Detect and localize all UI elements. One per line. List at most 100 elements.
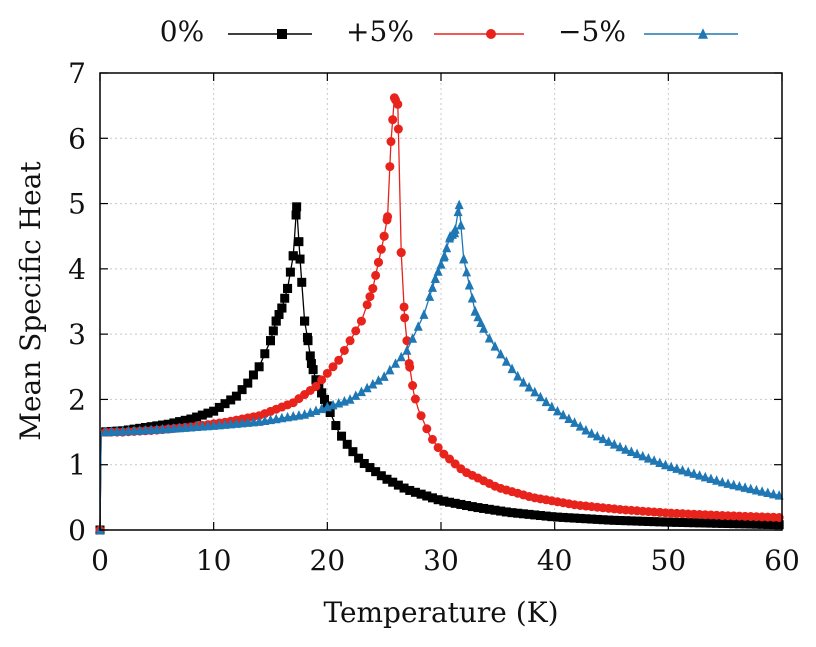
data-point (274, 310, 284, 320)
data-point (706, 473, 716, 484)
data-point (712, 518, 722, 528)
data-point (383, 212, 393, 222)
data-point (615, 441, 625, 452)
data-point (660, 517, 670, 527)
data-point (209, 406, 219, 416)
data-point (292, 202, 302, 212)
data-point (322, 368, 332, 378)
data-point (700, 518, 710, 528)
data-point (490, 505, 500, 515)
data-point (305, 351, 315, 361)
data-point (373, 375, 383, 385)
data-point (400, 313, 410, 323)
data-point (345, 394, 355, 404)
data-point (260, 349, 270, 359)
data-point (410, 487, 420, 497)
data-point (678, 517, 688, 527)
data-point (496, 506, 506, 516)
data-point (175, 417, 185, 427)
data-point (479, 503, 489, 513)
data-point (587, 428, 597, 438)
data-point (660, 459, 670, 470)
data-point (391, 358, 401, 368)
data-point (626, 446, 636, 456)
data-point (454, 199, 464, 210)
data-point (592, 430, 602, 441)
data-point (442, 242, 452, 253)
data-point (425, 291, 435, 301)
data-point (422, 491, 432, 501)
y-tick-label: 1 (68, 449, 86, 482)
data-point (553, 512, 563, 522)
data-point (464, 279, 474, 290)
data-point (638, 516, 648, 526)
data-point (479, 323, 489, 333)
data-point (317, 375, 327, 385)
data-point (410, 394, 420, 404)
data-point (473, 503, 483, 513)
data-point (558, 512, 568, 522)
data-point (422, 424, 432, 434)
data-point (226, 395, 236, 405)
data-point (393, 480, 403, 490)
legend-marker (486, 29, 496, 39)
data-point (459, 253, 469, 264)
data-point (558, 409, 568, 420)
data-point (518, 377, 528, 387)
data-point (734, 480, 744, 491)
data-point (365, 463, 375, 473)
data-point (723, 519, 733, 529)
series-plus5 (95, 93, 784, 535)
data-point (427, 493, 437, 503)
data-point (462, 266, 472, 277)
data-point (484, 332, 494, 343)
data-point (430, 273, 440, 283)
data-point (362, 382, 372, 393)
data-point (649, 517, 659, 527)
data-point (271, 316, 281, 326)
x-tick-label: 50 (651, 544, 687, 577)
data-point (237, 385, 247, 395)
data-point (655, 517, 665, 527)
data-point (351, 390, 361, 400)
data-point (382, 474, 392, 484)
data-point (385, 162, 395, 172)
data-point (359, 458, 369, 468)
data-point (450, 224, 460, 234)
data-point (311, 381, 321, 391)
data-point (416, 489, 426, 499)
data-point (757, 486, 767, 496)
data-point (445, 497, 455, 507)
data-point (666, 517, 676, 527)
data-point (484, 504, 494, 514)
data-point (280, 293, 290, 303)
legend: 0% +5% −5% (160, 15, 738, 48)
data-point (507, 363, 517, 374)
data-point (734, 519, 744, 529)
data-point (467, 292, 477, 303)
data-point (507, 508, 517, 518)
data-point (632, 516, 642, 526)
data-point (186, 414, 196, 424)
x-tick-label: 10 (196, 544, 232, 577)
data-point (308, 365, 318, 375)
data-point (294, 237, 304, 247)
data-point (342, 439, 352, 449)
y-axis-label: Mean Specific Heat (14, 161, 47, 441)
grid (100, 73, 782, 530)
data-point (757, 519, 767, 529)
data-point (277, 303, 287, 313)
data-point (575, 421, 585, 431)
data-point (300, 316, 310, 326)
data-point (626, 516, 636, 526)
data-point (283, 283, 293, 293)
data-point (306, 359, 316, 369)
legend-marker (277, 29, 287, 39)
data-point (547, 512, 557, 522)
data-point (530, 510, 540, 520)
data-point (413, 321, 423, 331)
data-point (729, 519, 739, 529)
data-point (678, 464, 688, 475)
data-point (456, 219, 466, 230)
